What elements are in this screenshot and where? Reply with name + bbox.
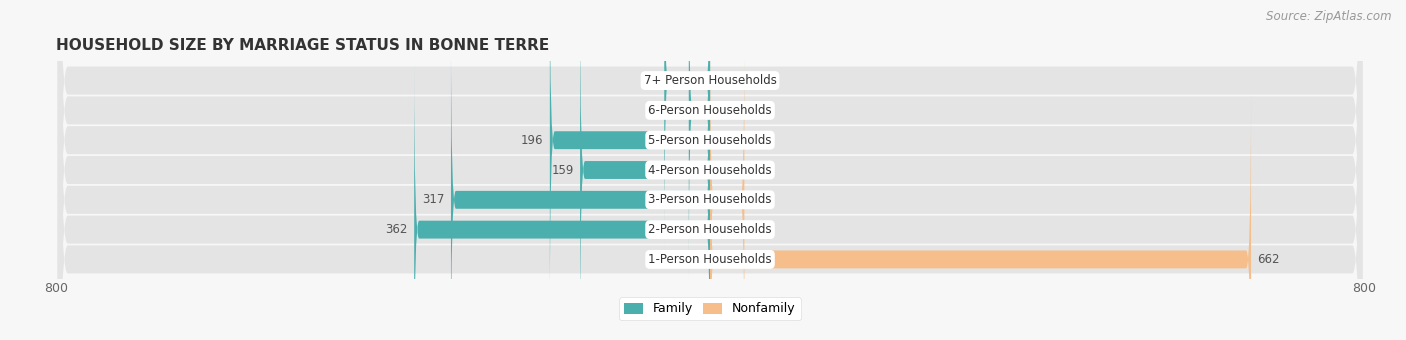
Text: 159: 159 [551,164,574,176]
Text: 3-Person Households: 3-Person Households [648,193,772,206]
Text: 0: 0 [717,223,724,236]
Text: 362: 362 [385,223,408,236]
Text: 1-Person Households: 1-Person Households [648,253,772,266]
FancyBboxPatch shape [58,0,1362,340]
Text: 4-Person Households: 4-Person Households [648,164,772,176]
FancyBboxPatch shape [710,89,1251,340]
FancyBboxPatch shape [550,0,710,310]
Text: 662: 662 [1257,253,1279,266]
FancyBboxPatch shape [58,0,1362,340]
FancyBboxPatch shape [58,0,1362,340]
FancyBboxPatch shape [451,30,710,340]
Text: 317: 317 [422,193,444,206]
Text: 26: 26 [668,104,682,117]
Text: 42: 42 [751,193,766,206]
FancyBboxPatch shape [58,0,1362,340]
Text: 0: 0 [717,74,724,87]
Text: 6-Person Households: 6-Person Households [648,104,772,117]
FancyBboxPatch shape [58,0,1362,340]
Legend: Family, Nonfamily: Family, Nonfamily [619,298,801,320]
Text: Source: ZipAtlas.com: Source: ZipAtlas.com [1267,10,1392,23]
FancyBboxPatch shape [415,60,710,340]
FancyBboxPatch shape [581,0,710,340]
Text: 0: 0 [717,164,724,176]
Text: HOUSEHOLD SIZE BY MARRIAGE STATUS IN BONNE TERRE: HOUSEHOLD SIZE BY MARRIAGE STATUS IN BON… [56,38,550,53]
Text: 2-Person Households: 2-Person Households [648,223,772,236]
FancyBboxPatch shape [58,0,1362,340]
Text: 56: 56 [643,74,658,87]
FancyBboxPatch shape [664,0,710,251]
Text: 0: 0 [717,134,724,147]
FancyBboxPatch shape [689,0,710,280]
FancyBboxPatch shape [58,0,1362,340]
Text: 196: 196 [520,134,543,147]
FancyBboxPatch shape [710,30,744,340]
Text: 0: 0 [717,104,724,117]
Text: 7+ Person Households: 7+ Person Households [644,74,776,87]
Text: 5-Person Households: 5-Person Households [648,134,772,147]
